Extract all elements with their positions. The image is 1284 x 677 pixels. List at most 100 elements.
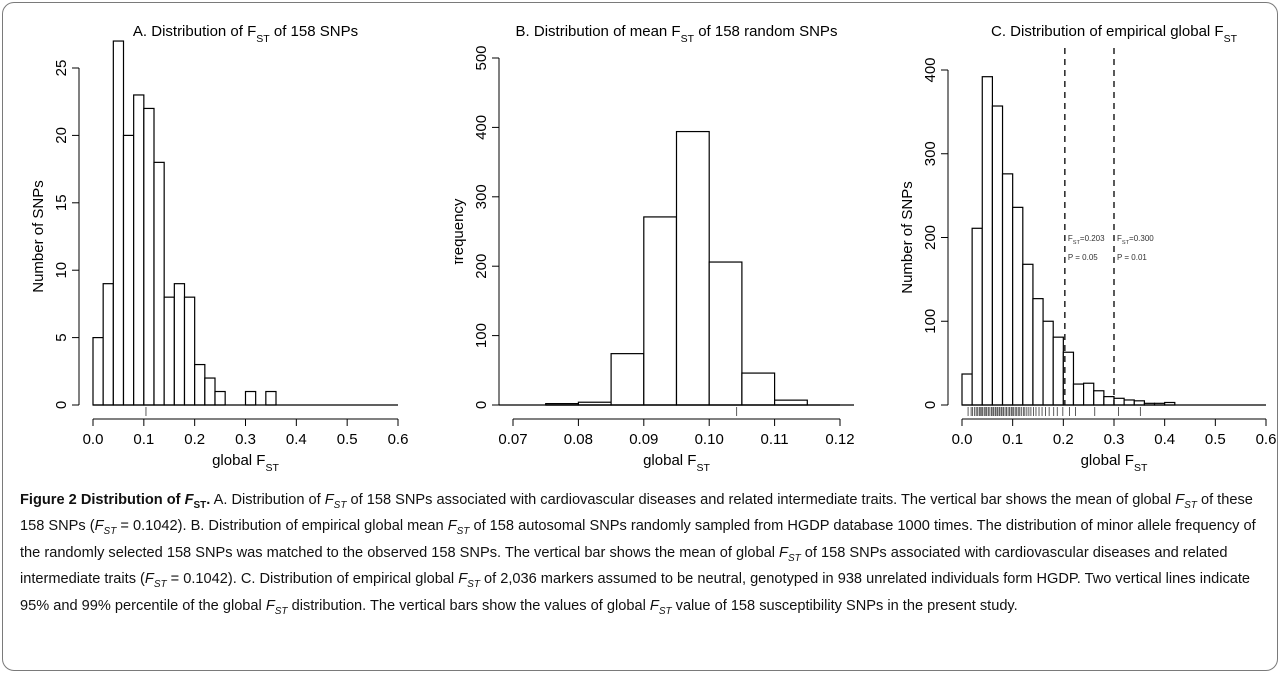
fst-symbol: FST <box>144 571 167 591</box>
x-tick-label: 0.10 <box>695 431 724 448</box>
x-tick-label: 0.1 <box>1002 431 1023 448</box>
histogram-bar <box>214 390 226 406</box>
x-tick-label: 0.12 <box>825 431 854 448</box>
x-tick-label: 0.1 <box>133 431 154 448</box>
histogram-bar <box>265 390 277 406</box>
x-tick-label: 0.4 <box>286 431 307 448</box>
x-tick-label: 0.0 <box>83 431 104 448</box>
x-axis-label-A: global FST <box>212 452 279 474</box>
histogram-bar <box>92 337 104 406</box>
histogram-bar <box>1113 397 1125 406</box>
histogram-bar <box>204 377 216 406</box>
histogram-bar <box>675 130 710 406</box>
histogram-bar <box>774 399 808 406</box>
x-axis-B: 0.07 0.08 0.09 0.10 0.11 0.12 <box>498 418 855 448</box>
y-tick-label: 15 <box>53 194 70 211</box>
histogram-bar <box>741 372 776 406</box>
y-tick-label: 200 <box>473 254 490 279</box>
x-tick-label: 0.0 <box>952 431 973 448</box>
y-tick-label: 25 <box>53 60 70 77</box>
histogram-bar <box>1133 400 1145 406</box>
fst-symbol: FST <box>1175 492 1197 511</box>
x-axis-C: 0.0 0.1 0.2 0.3 0.4 0.5 0.6 <box>952 418 1277 448</box>
percentile-p-label: P = 0.05 <box>1068 253 1098 262</box>
x-tick-label: 0.07 <box>498 431 527 448</box>
x-tick-label: 0.6 <box>1256 431 1277 448</box>
y-axis-A: 0 5 10 15 20 25 <box>53 60 80 409</box>
histogram-bar <box>194 363 206 406</box>
histogram-bar <box>102 283 114 406</box>
y-tick-label: 100 <box>922 309 939 334</box>
rug-C <box>967 407 1141 416</box>
panel-b-chart: B. Distribution of mean FST of 158 rando… <box>450 23 855 474</box>
fst-symbol: FST <box>458 571 480 591</box>
percentile-p-label: P = 0.01 <box>1117 253 1147 262</box>
histogram-bar <box>122 134 135 406</box>
fst-symbol: FST <box>447 518 470 538</box>
histogram-bar <box>1001 173 1014 406</box>
histogram-bar <box>244 390 257 406</box>
x-tick-label: 0.08 <box>564 431 593 448</box>
histogram-bar <box>1012 206 1024 406</box>
fst-symbol: FST <box>94 518 117 538</box>
histogram-bar <box>981 76 994 406</box>
x-tick-label: 0.2 <box>1053 431 1074 448</box>
caption-label: Figure 2 <box>20 492 77 508</box>
y-axis-B: 0 100 200 300 400 500 <box>473 45 500 409</box>
x-axis-A: 0.0 0.1 0.2 0.3 0.4 0.5 0.6 <box>83 418 409 448</box>
caption-title: Distribution of FST. <box>80 492 211 511</box>
x-tick-label: 0.4 <box>1154 431 1175 448</box>
histogram-bar <box>143 107 155 406</box>
histogram-bar <box>708 261 743 406</box>
x-tick-label: 0.5 <box>337 431 358 448</box>
histogram-bar <box>1103 396 1115 406</box>
bars-B <box>545 130 808 406</box>
histogram-bar <box>1083 382 1095 406</box>
histogram-bar <box>1072 383 1085 406</box>
x-axis-label-C: global FST <box>1081 452 1148 474</box>
fst-symbol: FST <box>779 544 801 564</box>
histogram-bar <box>1093 390 1105 406</box>
x-tick-label: 0.3 <box>1104 431 1125 448</box>
histogram-bar <box>112 40 125 406</box>
histogram-bar <box>643 216 678 406</box>
x-axis-label-B: global FST <box>643 452 710 474</box>
histogram-bar <box>1022 263 1034 406</box>
x-tick-label: 0.5 <box>1205 431 1226 448</box>
histogram-bar <box>153 161 165 406</box>
chart-title-A: A. Distribution of FST of 158 SNPs <box>133 23 358 45</box>
y-tick-label: 500 <box>473 45 490 70</box>
bars-A <box>92 40 277 406</box>
histogram-bar <box>1042 320 1054 406</box>
histogram-bar <box>610 353 645 406</box>
x-tick-label: 0.11 <box>761 431 789 448</box>
histogram-bar <box>1032 298 1044 406</box>
histogram-bar <box>133 94 145 406</box>
y-tick-label: 100 <box>473 323 490 348</box>
y-tick-label: 300 <box>473 184 490 209</box>
percentile-fst-label: FST=0.203 <box>1068 234 1105 246</box>
y-axis-label-A: Number of SNPs <box>30 180 47 293</box>
histogram-bar <box>163 296 175 406</box>
y-tick-label: 10 <box>53 262 70 279</box>
panel-a-histogram: A. Distribution of FST of 158 SNPs 0.0 0.1… <box>10 8 430 478</box>
x-tick-label: 0.2 <box>184 431 205 448</box>
chart-title-C: C. Distribution of empirical global FST <box>991 23 1238 45</box>
panel-c-chart: C. Distribution of empirical global FST 0… <box>899 23 1277 474</box>
panel-b-histogram: B. Distribution of mean FST of 158 rando… <box>450 8 875 478</box>
x-tick-label: 0.3 <box>235 431 256 448</box>
y-tick-label: 400 <box>473 115 490 140</box>
histogram-bar <box>991 105 1004 406</box>
panel-a-chart: A. Distribution of FST of 158 SNPs 0.0 0.1… <box>30 23 409 474</box>
x-tick-label: 0.09 <box>629 431 658 448</box>
y-tick-label: 0 <box>473 401 490 409</box>
histogram-bar <box>961 373 973 406</box>
y-tick-label: 0 <box>922 401 939 409</box>
percentile-fst-label: FST=0.300 <box>1117 234 1154 246</box>
y-axis-label-C: Number of SNPs <box>900 181 916 294</box>
histogram-bar <box>1052 336 1064 406</box>
x-tick-label: 0.6 <box>388 431 409 448</box>
y-axis-label-B: frequency <box>455 198 467 264</box>
figure-caption: Figure 2 Distribution of FST. A. Distrib… <box>20 490 1270 622</box>
